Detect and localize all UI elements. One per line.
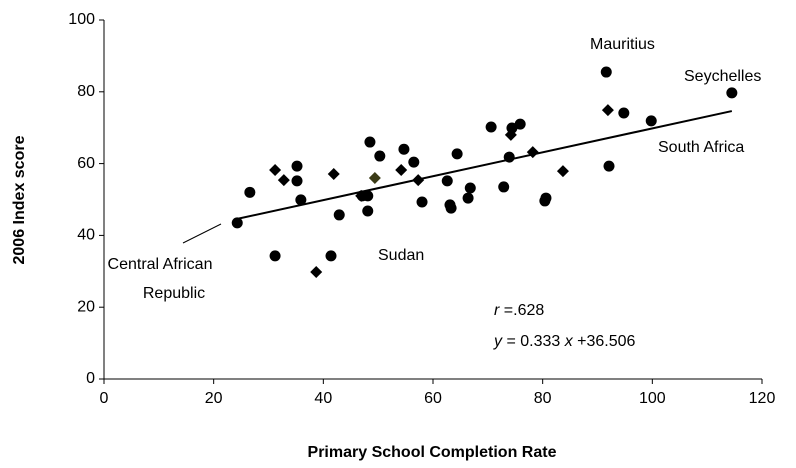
x-tick-label: 0 — [100, 390, 109, 407]
circle-point — [364, 136, 376, 148]
annotation: Sudan — [378, 247, 424, 264]
circle-point — [362, 205, 374, 217]
circle-point — [374, 150, 386, 162]
x-tick-label: 80 — [534, 390, 552, 407]
y-tick-label: 100 — [68, 11, 95, 28]
circle-point — [503, 151, 515, 163]
y-tick-label: 60 — [77, 155, 95, 172]
x-tick-label: 60 — [424, 390, 442, 407]
circle-point — [244, 186, 256, 198]
circle-point — [485, 121, 497, 133]
x-tick-label: 20 — [205, 390, 223, 407]
circle-point — [462, 192, 474, 204]
diamond-point — [395, 164, 408, 177]
circle-point — [451, 148, 463, 160]
circle-point — [600, 66, 612, 78]
circle-point — [295, 194, 307, 206]
circle-point — [464, 182, 476, 194]
annotation: Republic — [143, 285, 205, 302]
diamond-point — [504, 128, 517, 141]
diamond-point — [412, 174, 425, 187]
r-label: r =.628 — [494, 302, 544, 319]
circle-point — [498, 181, 510, 193]
circle-point — [231, 217, 243, 229]
circle-point — [333, 209, 345, 221]
circle-point — [645, 115, 657, 127]
annotation: Seychelles — [684, 68, 761, 85]
circle-point — [269, 250, 281, 262]
circle-point — [362, 190, 374, 202]
x-tick-label: 40 — [314, 390, 332, 407]
x-axis-title: Primary School Completion Rate — [308, 444, 557, 461]
circle-point — [416, 196, 428, 208]
trend-line — [237, 110, 733, 220]
diamond-point — [327, 168, 340, 181]
circle-point — [441, 175, 453, 187]
y-tick-label: 80 — [77, 83, 95, 100]
x-tick-label: 120 — [749, 390, 776, 407]
circle-point — [291, 160, 303, 172]
leader-line — [182, 223, 222, 244]
y-tick-label: 0 — [86, 370, 95, 387]
circle-point — [540, 192, 552, 204]
y-tick-label: 20 — [77, 298, 95, 315]
diamond-point — [526, 146, 539, 159]
x-tick-label: 100 — [639, 390, 666, 407]
circle-point — [603, 160, 615, 172]
circle-point — [291, 175, 303, 187]
y-axis-title: 2006 Index score — [11, 135, 28, 264]
diamond-point — [368, 171, 381, 184]
circle-point — [445, 202, 457, 214]
diamond-point — [355, 189, 368, 202]
annotation: South Africa — [658, 139, 744, 156]
annotation: Mauritius — [590, 36, 655, 53]
circle-point — [398, 143, 410, 155]
diamond-point — [310, 266, 323, 279]
circle-point — [726, 87, 738, 99]
diamond-point — [601, 104, 614, 117]
circle-point — [408, 156, 420, 168]
diamond-point — [277, 174, 290, 187]
diamond-point — [269, 164, 282, 177]
circle-point — [325, 250, 337, 262]
diamond-point — [556, 165, 569, 178]
equation-label: y = 0.333 x +36.506 — [493, 333, 636, 350]
circle-point — [514, 118, 526, 130]
y-tick-label: 40 — [77, 227, 95, 244]
annotation: Central African — [108, 256, 213, 273]
circle-point — [618, 107, 630, 119]
